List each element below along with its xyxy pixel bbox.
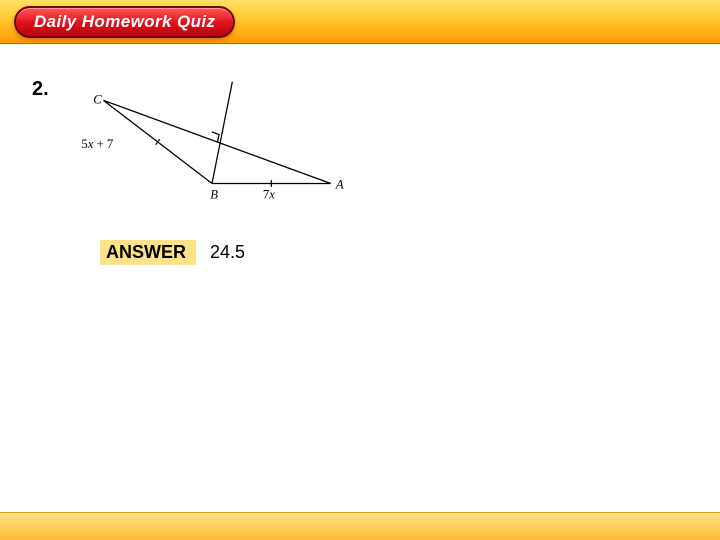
answer-row: ANSWER 24.5 xyxy=(100,240,245,265)
svg-text:7x: 7x xyxy=(263,188,275,202)
content-area: 2. CBA5x + 77x ANSWER 24.5 xyxy=(0,44,720,104)
svg-text:C: C xyxy=(93,93,102,107)
header-bar: Daily Homework Quiz xyxy=(0,0,720,44)
answer-label: ANSWER xyxy=(100,240,196,265)
svg-text:B: B xyxy=(210,188,218,202)
question-number: 2. xyxy=(32,78,49,101)
footer-bar xyxy=(0,512,720,540)
title-badge-text: Daily Homework Quiz xyxy=(34,12,215,32)
title-badge: Daily Homework Quiz xyxy=(14,6,235,38)
svg-text:5x + 7: 5x + 7 xyxy=(81,137,113,151)
geometry-figure: C B A 5x + 7 7x xyxy=(62,80,362,214)
answer-value: 24.5 xyxy=(210,242,245,263)
svg-text:A: A xyxy=(335,178,344,192)
